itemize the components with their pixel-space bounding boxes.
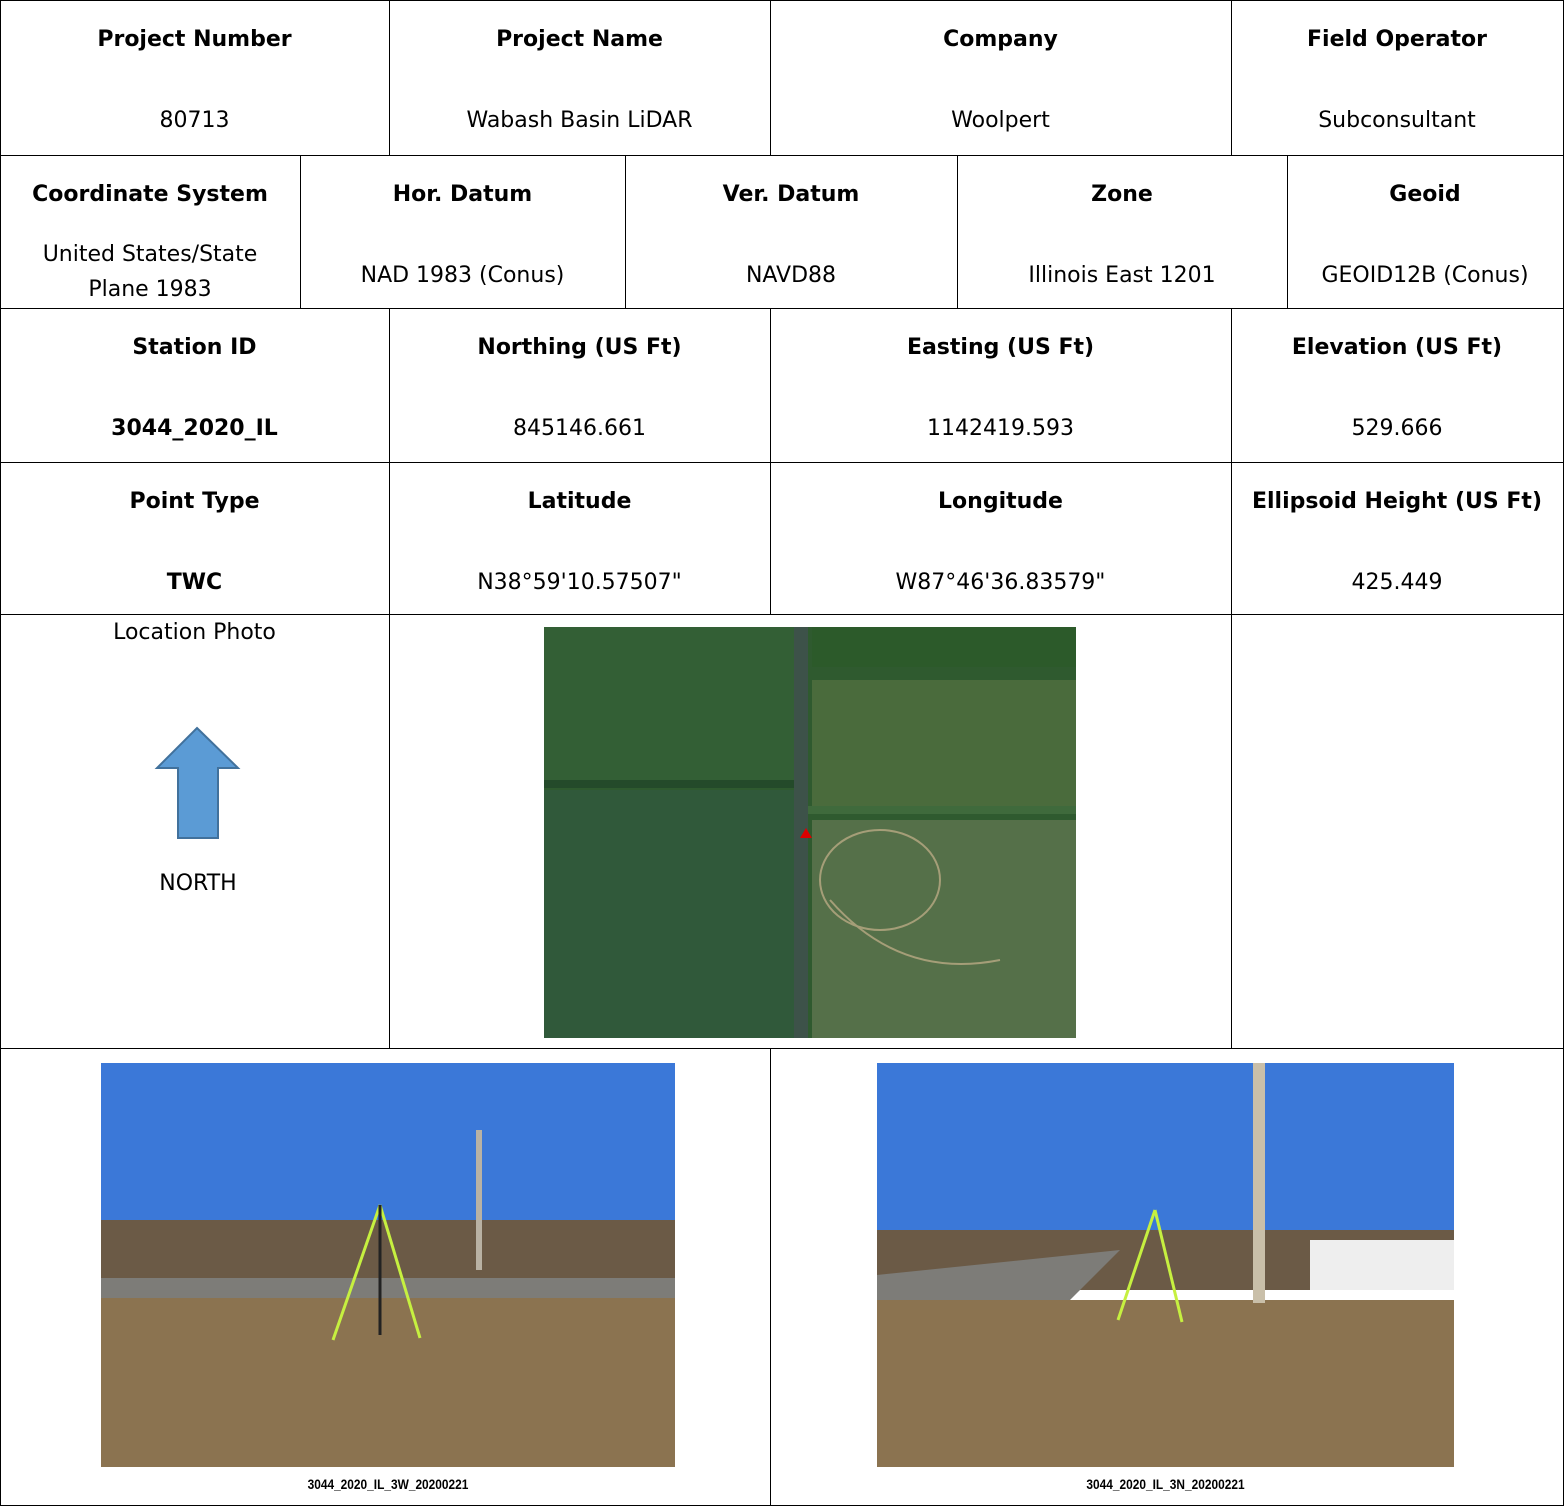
field-value: 1142419.593 bbox=[927, 416, 1074, 441]
north-arrow bbox=[154, 726, 241, 839]
photo-west bbox=[101, 1063, 675, 1467]
field-label: Easting (US Ft) bbox=[906, 335, 1095, 360]
field-label: Coordinate System bbox=[32, 182, 268, 207]
field-label: Longitude bbox=[938, 489, 1063, 514]
field-label: Point Type bbox=[129, 489, 260, 514]
field-label: Ver. Datum bbox=[722, 182, 860, 207]
field-value: NAVD88 bbox=[745, 263, 837, 288]
field-value: W87°46'36.83579" bbox=[895, 570, 1106, 595]
field-value: Woolpert bbox=[951, 108, 1050, 133]
field-label: Station ID bbox=[132, 335, 257, 360]
field-value: Illinois East 1201 bbox=[1028, 263, 1216, 288]
field-label: Zone bbox=[1091, 182, 1153, 207]
field-value: 3044_2020_IL bbox=[111, 416, 278, 441]
field-value: N38°59'10.57507" bbox=[477, 570, 682, 595]
field-label: Geoid bbox=[1389, 182, 1461, 207]
field-label: Field Operator bbox=[1307, 27, 1487, 52]
field-value: 529.666 bbox=[1351, 416, 1443, 441]
field-label: Ellipsoid Height (US Ft) bbox=[1251, 489, 1543, 514]
aerial-map bbox=[544, 627, 1076, 1038]
field-label: Project Name bbox=[496, 27, 663, 52]
field-label: Northing (US Ft) bbox=[477, 335, 682, 360]
field-label: Latitude bbox=[527, 489, 632, 514]
field-label: Company bbox=[943, 27, 1058, 52]
field-value: 425.449 bbox=[1351, 570, 1443, 595]
field-value: Subconsultant bbox=[1318, 108, 1476, 133]
photo-north bbox=[877, 1063, 1454, 1467]
photo-caption: 3044_2020_IL_3N_20200221 bbox=[1086, 1476, 1245, 1492]
north-label: NORTH bbox=[159, 871, 237, 896]
field-value: United States/State Plane 1983 bbox=[42, 242, 258, 302]
location-label: Location Photo bbox=[113, 620, 276, 645]
field-label: Elevation (US Ft) bbox=[1291, 335, 1503, 360]
field-value: 80713 bbox=[159, 108, 230, 133]
field-value: NAD 1983 (Conus) bbox=[360, 263, 565, 288]
field-value: TWC bbox=[166, 570, 223, 595]
field-label: Hor. Datum bbox=[392, 182, 533, 207]
field-value: 845146.661 bbox=[513, 416, 646, 441]
photo-caption: 3044_2020_IL_3W_20200221 bbox=[307, 1476, 469, 1492]
field-label: Project Number bbox=[97, 27, 292, 52]
field-value: Wabash Basin LiDAR bbox=[466, 108, 693, 133]
field-value: GEOID12B (Conus) bbox=[1321, 263, 1529, 288]
